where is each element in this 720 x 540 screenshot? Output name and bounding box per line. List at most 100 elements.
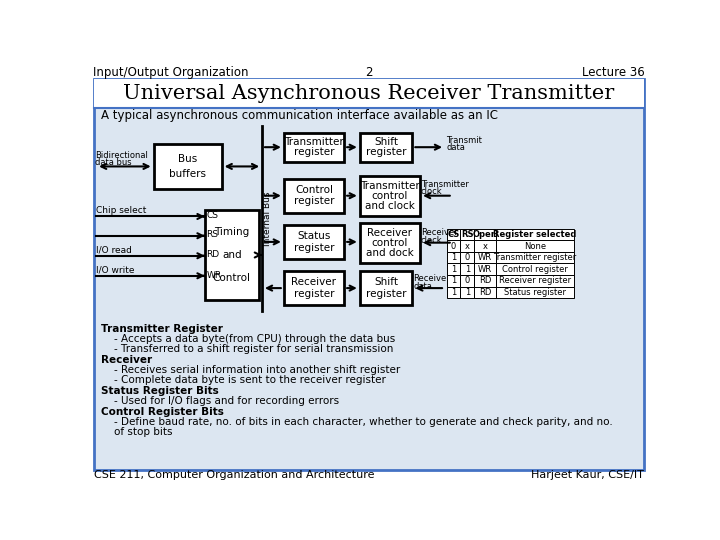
Text: 0: 0 (451, 241, 456, 251)
Bar (461, 240, 474, 252)
Text: RD: RD (479, 276, 492, 285)
Text: WR: WR (478, 265, 492, 274)
Text: data bus: data bus (94, 158, 131, 167)
Bar (496, 252, 574, 264)
Text: Shift: Shift (374, 278, 398, 287)
Text: Receiver: Receiver (367, 228, 413, 238)
Text: Status register: Status register (504, 288, 566, 297)
Text: WR: WR (206, 271, 221, 280)
Text: Receiver: Receiver (292, 278, 336, 287)
Bar (461, 229, 474, 240)
Text: Transmitter Register: Transmitter Register (101, 323, 222, 334)
Text: Receiver: Receiver (101, 355, 152, 365)
Text: register: register (294, 289, 334, 299)
Text: None: None (523, 241, 546, 251)
Bar (496, 287, 574, 298)
Text: Control: Control (213, 273, 251, 283)
Bar (204, 210, 259, 300)
Bar (284, 225, 344, 259)
Bar (284, 179, 344, 213)
Text: clock: clock (421, 187, 443, 197)
Text: x: x (465, 241, 470, 251)
Text: Status: Status (297, 231, 330, 241)
Text: Register selected: Register selected (493, 230, 577, 239)
Bar (446, 264, 461, 275)
Text: I/O read: I/O read (96, 245, 132, 254)
Text: of stop bits: of stop bits (101, 428, 172, 437)
Text: Transmitter: Transmitter (360, 181, 420, 191)
Bar (474, 264, 496, 275)
Text: and dock: and dock (366, 248, 414, 258)
Text: x: x (482, 241, 487, 251)
Bar (474, 240, 496, 252)
Text: 1: 1 (451, 265, 456, 274)
Text: Input/Output Organization: Input/Output Organization (93, 66, 248, 79)
Bar (461, 287, 474, 298)
Text: Chip select: Chip select (96, 206, 147, 215)
Bar (461, 264, 474, 275)
Text: Shift: Shift (374, 137, 398, 147)
Bar (446, 240, 461, 252)
Text: data: data (413, 282, 432, 291)
Text: RD: RD (206, 251, 220, 260)
Text: RS: RS (462, 230, 474, 239)
Text: Receiver register: Receiver register (499, 276, 571, 285)
Text: I/O write: I/O write (96, 265, 135, 274)
Text: register: register (294, 147, 334, 157)
Bar (474, 275, 496, 287)
Text: Control register: Control register (502, 265, 568, 274)
Text: - Receives serial information into another shift register: - Receives serial information into anoth… (101, 365, 400, 375)
Bar (446, 275, 461, 287)
Text: Transmitter: Transmitter (421, 180, 469, 190)
Bar (360, 222, 420, 262)
Text: RD: RD (479, 288, 492, 297)
Bar (496, 275, 574, 287)
Text: - Complete data byte is sent to the receiver register: - Complete data byte is sent to the rece… (101, 375, 386, 386)
Text: RS: RS (206, 231, 218, 239)
Text: WR: WR (478, 253, 492, 262)
Bar (474, 287, 496, 298)
Text: control: control (372, 238, 408, 248)
Bar (284, 132, 344, 162)
Text: Lecture 36: Lecture 36 (582, 66, 645, 79)
Text: Timing: Timing (215, 227, 249, 237)
Bar (446, 252, 461, 264)
Text: and: and (222, 250, 242, 260)
Text: Receive: Receive (413, 274, 446, 284)
Text: 0: 0 (465, 276, 470, 285)
Text: - Define baud rate, no. of bits in each character, whether to generate and check: - Define baud rate, no. of bits in each … (101, 417, 613, 427)
Text: 1: 1 (451, 253, 456, 262)
Bar (496, 229, 574, 240)
Bar (496, 264, 574, 275)
Text: buffers: buffers (169, 169, 206, 179)
Text: CSE 211, Computer Organization and Architecture: CSE 211, Computer Organization and Archi… (94, 470, 374, 480)
Text: and clock: and clock (365, 201, 415, 211)
Text: Transmitter register: Transmitter register (493, 253, 577, 262)
Text: Bidirectional: Bidirectional (94, 151, 148, 160)
Bar (360, 271, 413, 305)
Text: 0: 0 (465, 253, 470, 262)
Text: Bus: Bus (178, 154, 197, 164)
Bar (94, 79, 644, 108)
Text: register: register (366, 289, 406, 299)
Bar (153, 144, 222, 189)
Text: data: data (446, 143, 465, 152)
Text: - Used for I/O flags and for recording errors: - Used for I/O flags and for recording e… (101, 396, 339, 406)
Text: - Accepts a data byte(from CPU) through the data bus: - Accepts a data byte(from CPU) through … (101, 334, 395, 344)
Text: 1: 1 (465, 265, 470, 274)
Bar (496, 240, 574, 252)
Text: register: register (294, 197, 334, 206)
Text: Internal Bus: Internal Bus (263, 192, 272, 246)
Text: clock: clock (421, 236, 443, 245)
Text: register: register (294, 242, 334, 253)
Bar (360, 132, 413, 162)
Text: Status Register Bits: Status Register Bits (101, 386, 219, 396)
Bar (461, 252, 474, 264)
Text: control: control (372, 191, 408, 201)
Bar (446, 229, 461, 240)
Text: 1: 1 (451, 276, 456, 285)
Bar (446, 287, 461, 298)
Bar (284, 271, 344, 305)
Bar (474, 229, 496, 240)
Bar (461, 275, 474, 287)
